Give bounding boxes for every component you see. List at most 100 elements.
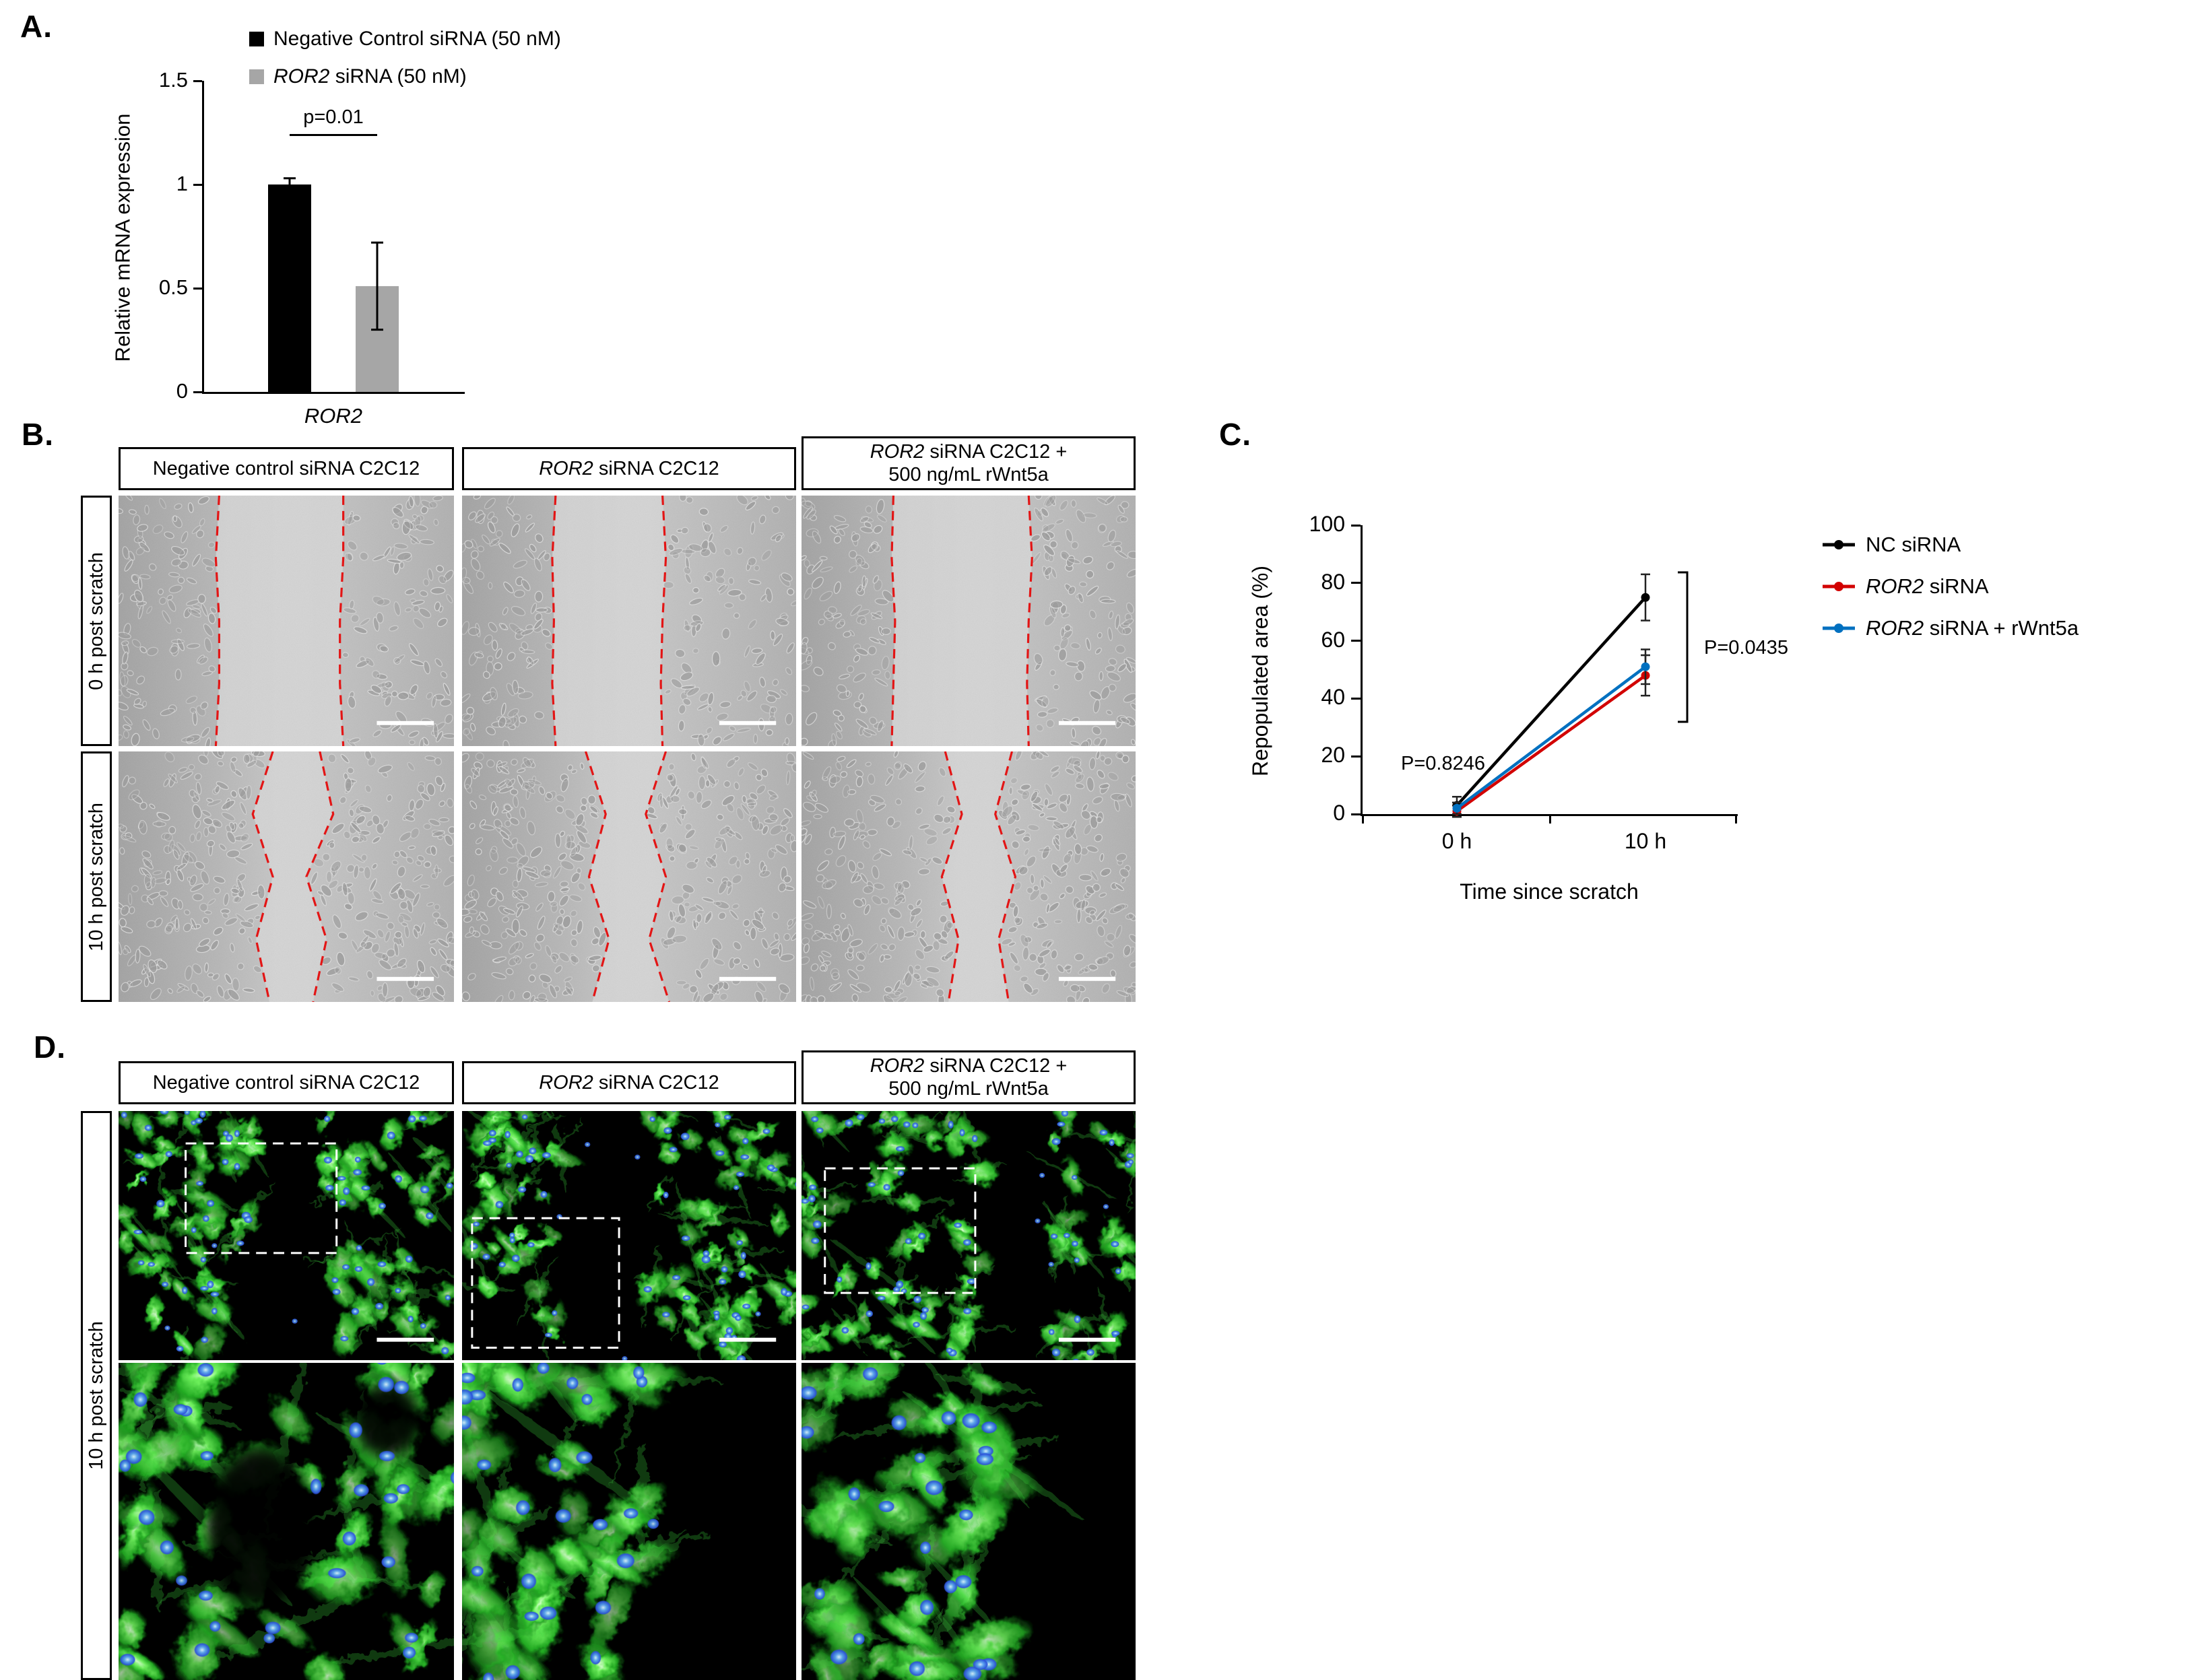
header-text-rest: siRNA C2C12 <box>593 1071 719 1094</box>
panel-a-y-axis-label: Relative mRNA expression <box>110 113 135 362</box>
header-text: Negative control siRNA C2C12 <box>152 1071 420 1094</box>
y-tick-label: 60 <box>1321 627 1345 652</box>
scratch-edge-dashed-line <box>659 496 667 746</box>
legend-item-negative-control: Negative Control siRNA (50 nM) <box>249 27 561 51</box>
legend-item-ror2-sirna: ROR2 siRNA <box>1821 574 2079 598</box>
series-line <box>1456 674 1647 813</box>
header-text: ROR2 siRNA C2C12 <box>539 1071 719 1094</box>
legend-label-rest: siRNA (50 nM) <box>329 65 467 88</box>
legend-marker-ror2 <box>1823 582 1855 591</box>
gene-italic: ROR2 <box>539 1071 593 1094</box>
panel-d-header-negative-control: Negative control siRNA C2C12 <box>119 1061 454 1104</box>
y-tick-label: 1.5 <box>158 68 188 92</box>
y-tick-mark <box>1351 524 1361 527</box>
scratch-edge-dashed-line <box>994 751 1017 1002</box>
panel-b-label: B. <box>22 417 54 452</box>
y-tick-mark <box>193 79 202 82</box>
y-tick-mark <box>193 391 202 393</box>
scratch-edge-dashed-line <box>940 751 963 1002</box>
scratch-edge-dashed-line <box>251 751 274 1002</box>
fluorescence-canvas <box>462 1111 796 1360</box>
panel-d-header-ror2-wnt5a: ROR2 siRNA C2C12 +500 ng/mL rWnt5a <box>802 1050 1136 1104</box>
y-tick-label: 100 <box>1309 512 1345 536</box>
panel-a-significance-line <box>290 134 377 136</box>
panel-a-bar-chart: p=0.01 0 0.5 1 1.5 <box>159 68 465 403</box>
scratch-edge-dashed-line <box>890 496 896 746</box>
panel-c-line-chart: 0 20 40 60 80 100 0 h 10 h <box>1309 512 1738 853</box>
header-text-line2: 500 ng/mL rWnt5a <box>888 1078 1049 1100</box>
header-text: ROR2 siRNA C2C12 <box>539 457 719 480</box>
y-tick-label: 80 <box>1321 569 1345 594</box>
panel-a-label: A. <box>20 9 53 44</box>
header-text: Negative control siRNA C2C12 <box>152 457 420 479</box>
phase-contrast-canvas <box>462 751 796 1002</box>
micrograph-b-10h-ror2-wnt5a <box>802 751 1136 1002</box>
scratch-edge-dashed-line <box>1026 496 1033 746</box>
series-line <box>1456 596 1647 807</box>
zoom-region-dashed-box <box>185 1142 338 1254</box>
zoom-region-dashed-box <box>471 1217 620 1349</box>
micrograph-b-10h-negative-control <box>119 751 454 1002</box>
fluorescence-canvas <box>119 1363 454 1680</box>
panel-b-row-label-10h: 10 h post scratch <box>81 751 112 1002</box>
y-tick-label: 0.5 <box>158 275 188 299</box>
significance-bracket <box>1678 571 1689 723</box>
scale-bar <box>377 1337 434 1342</box>
panel-b-header-ror2-wnt5a: ROR2 siRNA C2C12 +500 ng/mL rWnt5a <box>802 436 1136 490</box>
phase-contrast-canvas <box>119 751 454 1002</box>
scale-bar <box>719 976 777 981</box>
header-text-rest: siRNA C2C12 + <box>924 1054 1068 1077</box>
zoom-region-dashed-box <box>824 1167 977 1294</box>
x-tick-label: 0 h <box>1441 829 1472 853</box>
fluorescence-canvas <box>119 1111 454 1360</box>
x-tick-mark <box>1548 814 1551 824</box>
y-tick-mark <box>1351 582 1361 584</box>
scratch-edge-dashed-line <box>551 496 557 746</box>
scratch-edge-dashed-line <box>214 496 220 746</box>
scale-bar <box>1058 720 1116 725</box>
scratch-edge-dashed-line <box>339 496 345 746</box>
legend-label-ror2-sirna: ROR2 siRNA (50 nM) <box>273 65 467 88</box>
fluorescence-d-top-negative-control <box>119 1111 454 1360</box>
scale-bar <box>1058 976 1116 981</box>
x-tick-label: 10 h <box>1624 829 1667 853</box>
legend-swatch-ror2-sirna <box>249 69 264 84</box>
gene-italic: ROR2 <box>273 65 330 88</box>
legend-item-ror2-sirna: ROR2 siRNA (50 nM) <box>249 65 561 89</box>
micrograph-b-10h-ror2-sirna <box>462 751 796 1002</box>
y-tick-label: 1 <box>176 172 188 195</box>
panel-a-p-value: p=0.01 <box>303 106 364 128</box>
scratch-edge-dashed-line <box>645 751 671 1002</box>
scale-bar <box>1058 1337 1116 1342</box>
legend-item-ror2-wnt5a: ROR2 siRNA + rWnt5a <box>1821 616 2079 640</box>
panel-c-p-value-0h: P=0.8246 <box>1401 753 1485 774</box>
x-tick-mark <box>1361 814 1364 824</box>
gene-italic: ROR2 <box>870 1054 925 1077</box>
y-tick-label: 0 <box>176 379 188 403</box>
panel-d-row-label-10h: 10 h post scratch <box>81 1111 112 1680</box>
y-tick-mark <box>193 287 202 290</box>
fluorescence-d-zoom-ror2-wnt5a <box>802 1363 1136 1680</box>
scale-bar <box>377 720 434 725</box>
y-tick-mark <box>1351 813 1361 815</box>
panel-d-header-ror2: ROR2 siRNA C2C12 <box>462 1061 796 1104</box>
y-tick-mark <box>1351 755 1361 758</box>
y-tick-label: 0 <box>1333 801 1345 825</box>
line-chart-canvas <box>1452 571 1689 818</box>
legend-item-nc-sirna: NC siRNA <box>1821 533 2079 556</box>
header-text: ROR2 siRNA C2C12 +500 ng/mL rWnt5a <box>870 440 1068 486</box>
panel-a-legend: Negative Control siRNA (50 nM) ROR2 siRN… <box>249 27 561 102</box>
panel-a-x-tick-ror2: ROR2 <box>202 404 465 428</box>
legend-label-ror2-wnt5a: ROR2 siRNA + rWnt5a <box>1866 616 2079 640</box>
panel-b-row-label-0h: 0 h post scratch <box>81 496 112 746</box>
phase-contrast-canvas <box>119 496 454 746</box>
y-tick-label: 40 <box>1321 685 1345 710</box>
fluorescence-d-top-ror2-sirna <box>462 1111 796 1360</box>
scale-bar <box>719 1337 777 1342</box>
bar-chart-canvas <box>268 177 399 392</box>
legend-marker-nc <box>1823 540 1855 549</box>
fluorescence-canvas <box>462 1363 796 1680</box>
series-line <box>1456 665 1647 810</box>
panel-b-header-ror2: ROR2 siRNA C2C12 <box>462 447 796 490</box>
